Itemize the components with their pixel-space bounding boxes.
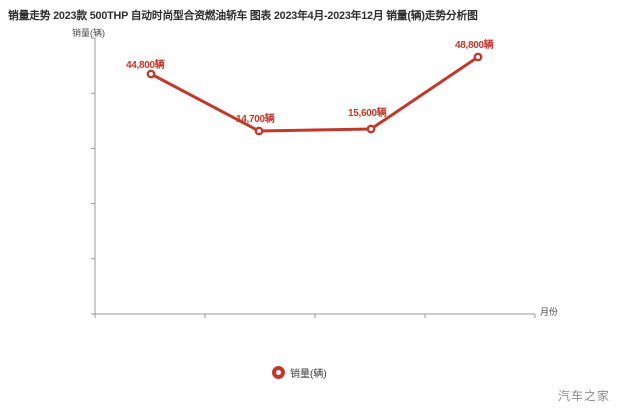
x-axis-ticks: [94, 314, 536, 318]
data-point-marker[interactable]: [473, 52, 483, 62]
data-point-label: 14,700辆: [236, 114, 275, 125]
data-point-label: 44,800辆: [126, 60, 165, 71]
series-markers: [146, 52, 483, 136]
legend-label: 销量(辆): [290, 369, 327, 380]
data-point-marker[interactable]: [254, 126, 264, 136]
legend-marker-icon: [272, 366, 285, 379]
y-axis-title: 销量(辆): [72, 28, 105, 38]
data-point-marker[interactable]: [146, 69, 156, 79]
x-axis-title: 月份: [540, 307, 559, 317]
data-point-label: 15,600辆: [348, 108, 387, 119]
chart-legend[interactable]: 销量(辆): [272, 365, 327, 380]
watermark-autohome: 汽车之家: [557, 389, 610, 403]
series-line-sales: [149, 55, 480, 133]
data-point-label: 48,800辆: [455, 40, 494, 51]
y-axis-ticks: [91, 37, 95, 315]
data-point-marker[interactable]: [366, 124, 376, 134]
chart-title: 销量走势 2023款 500THP 自动时尚型合资燃油轿车 图表 2023年4月…: [8, 10, 478, 22]
